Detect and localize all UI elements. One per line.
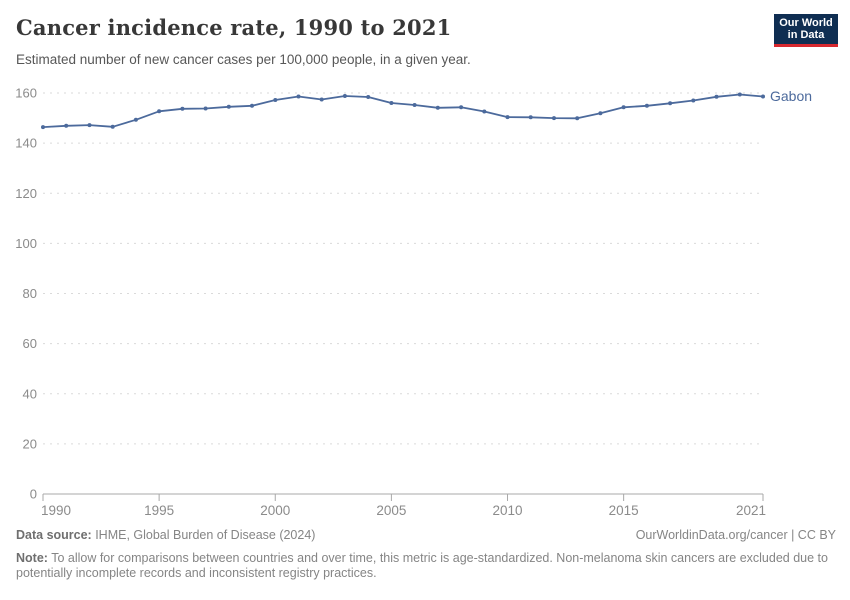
x-axis xyxy=(42,493,764,501)
x-tick-label: 2010 xyxy=(492,503,522,518)
data-point xyxy=(157,109,162,114)
data-source-label: Data source: xyxy=(16,528,92,542)
data-point xyxy=(691,98,696,103)
note-text: To allow for comparisons between countri… xyxy=(16,550,828,581)
line-chart-plot[interactable]: 0 20 40 60 80 100 120 140 160 1990 1995 2000 2005 201… xyxy=(0,70,850,520)
owid-logo[interactable]: Our World in Data xyxy=(774,14,838,47)
y-tick-label: 120 xyxy=(15,186,37,201)
y-tick-label: 60 xyxy=(23,336,37,351)
y-tick-label: 0 xyxy=(30,487,37,502)
chart-note: Note: To allow for comparisons between c… xyxy=(16,551,834,582)
data-point xyxy=(644,103,649,108)
data-point xyxy=(203,106,208,111)
data-point xyxy=(668,101,673,106)
chart-footer: Data source: IHME, Global Burden of Dise… xyxy=(16,528,836,582)
owid-logo-line2: in Data xyxy=(787,29,825,41)
data-point xyxy=(621,105,626,110)
x-tick-label: 2005 xyxy=(376,503,406,518)
x-tick-label: 2015 xyxy=(609,503,639,518)
entity-label[interactable]: Gabon xyxy=(770,88,812,104)
data-source-value: IHME, Global Burden of Disease (2024) xyxy=(91,528,316,542)
data-point xyxy=(761,94,765,99)
data-point xyxy=(296,94,301,99)
data-point xyxy=(552,116,556,121)
data-point xyxy=(250,103,254,108)
data-point xyxy=(598,111,603,116)
data-point xyxy=(737,92,742,97)
data-point xyxy=(342,94,347,98)
data-line-gabon[interactable] xyxy=(42,93,764,128)
data-point xyxy=(412,103,417,107)
data-point xyxy=(133,117,138,122)
data-point xyxy=(435,105,440,110)
y-axis-tick-labels: 0 20 40 60 80 100 120 140 160 xyxy=(15,86,37,502)
data-point xyxy=(366,95,371,99)
y-tick-label: 80 xyxy=(23,286,37,301)
data-point xyxy=(87,123,92,128)
x-tick-label: 2000 xyxy=(260,503,290,518)
data-point xyxy=(528,115,533,120)
data-point xyxy=(459,105,464,110)
data-point xyxy=(64,123,69,128)
data-point xyxy=(482,109,487,114)
y-tick-label: 20 xyxy=(23,436,37,451)
data-source-text: Data source: IHME, Global Burden of Dise… xyxy=(16,528,315,544)
data-point xyxy=(505,115,510,120)
x-tick-label: 2021 xyxy=(736,503,766,518)
y-tick-label: 100 xyxy=(15,236,37,251)
gridlines xyxy=(43,92,763,445)
page-title: Cancer incidence rate, 1990 to 2021 xyxy=(16,15,452,40)
x-tick-label: 1990 xyxy=(41,503,71,518)
note-label: Note: xyxy=(16,550,48,565)
data-point xyxy=(319,97,324,102)
y-tick-label: 40 xyxy=(23,386,37,401)
data-point xyxy=(110,124,115,129)
data-point xyxy=(226,104,231,109)
owid-logo-line1: Our World xyxy=(779,16,833,29)
data-point xyxy=(389,101,394,105)
y-tick-label: 160 xyxy=(15,86,37,101)
y-tick-label: 140 xyxy=(15,136,37,151)
data-point xyxy=(575,116,580,121)
page-subtitle: Estimated number of new cancer cases per… xyxy=(16,52,471,67)
owid-license-link[interactable]: OurWorldinData.org/cancer | CC BY xyxy=(635,528,836,542)
data-points-gabon xyxy=(41,92,765,130)
data-point xyxy=(41,125,45,130)
data-point xyxy=(714,94,719,99)
x-axis-tick-labels: 1990 1995 2000 2005 2010 2015 2021 xyxy=(41,503,766,518)
data-point xyxy=(273,98,278,102)
x-tick-label: 1995 xyxy=(144,503,174,518)
data-point xyxy=(180,106,185,111)
